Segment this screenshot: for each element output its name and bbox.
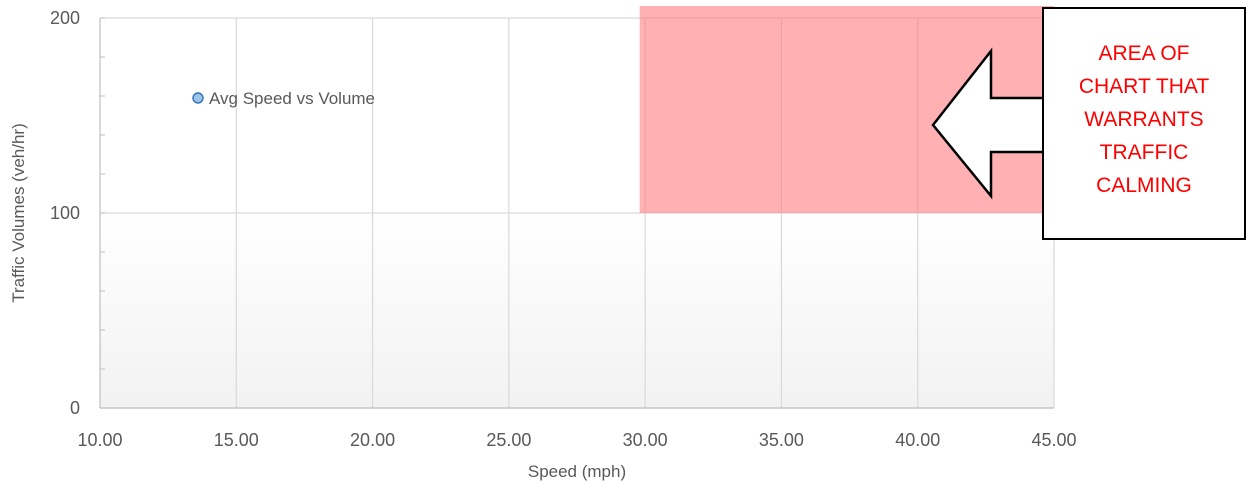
x-tick-label: 45.00 — [1031, 430, 1076, 450]
y-tick-labels: 0 100 200 — [50, 8, 80, 418]
y-tick-label: 100 — [50, 203, 80, 223]
y-tick-label: 0 — [70, 398, 80, 418]
x-tick-labels: 10.00 15.00 20.00 25.00 30.00 35.00 40.00 45.00 — [77, 430, 1076, 450]
y-tick-label: 200 — [50, 8, 80, 28]
callout-line: TRAFFIC — [1100, 141, 1189, 164]
callout-text: AREA OF CHART THAT WARRANTS TRAFFIC CALMING — [1079, 42, 1209, 197]
x-tick-label: 10.00 — [77, 430, 122, 450]
callout-line: CALMING — [1096, 174, 1192, 197]
x-tick-label: 25.00 — [486, 430, 531, 450]
callout-box — [1042, 7, 1246, 240]
x-tick-label: 40.00 — [895, 430, 940, 450]
x-tick-label: 35.00 — [759, 430, 804, 450]
legend-marker — [192, 92, 204, 104]
callout-line: WARRANTS — [1084, 108, 1203, 131]
callout-line: CHART THAT — [1079, 75, 1209, 98]
x-tick-label: 30.00 — [623, 430, 668, 450]
legend: Avg Speed vs Volume — [192, 89, 375, 108]
x-axis-title: Speed (mph) — [528, 462, 626, 481]
legend-entry: Avg Speed vs Volume — [209, 89, 375, 108]
callout-line: AREA OF — [1098, 42, 1189, 65]
y-axis-title: Traffic Volumes (veh/hr) — [9, 123, 28, 303]
x-tick-label: 15.00 — [214, 430, 259, 450]
x-tick-label: 20.00 — [350, 430, 395, 450]
axes — [99, 17, 1054, 409]
